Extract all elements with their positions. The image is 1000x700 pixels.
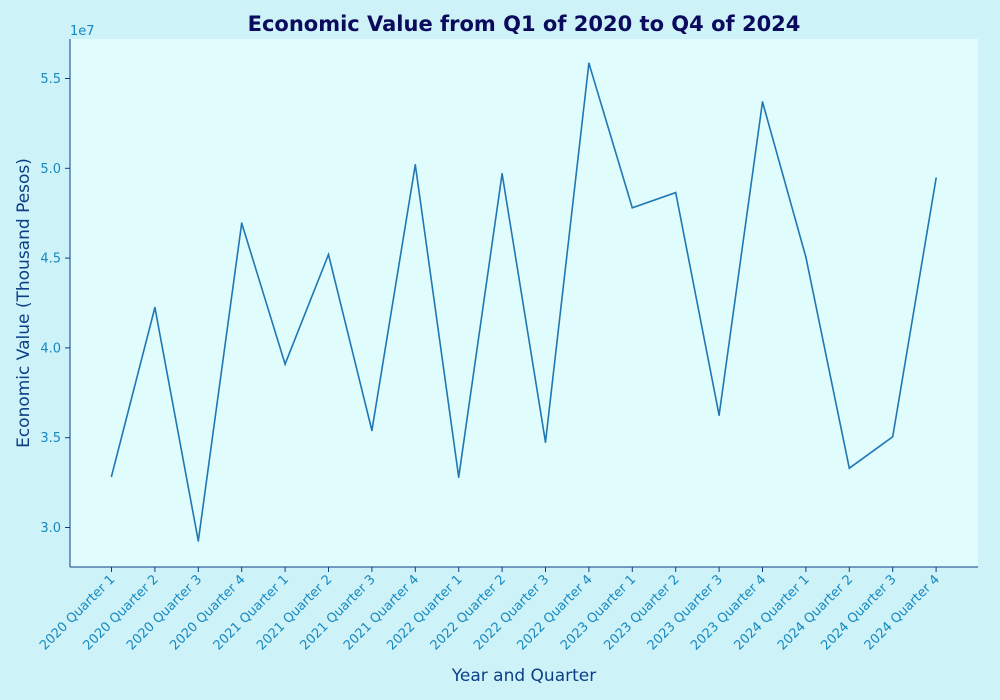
x-tick-label: 2024 Quarter 3 bbox=[818, 572, 899, 653]
data-point bbox=[935, 177, 937, 179]
y-axis-title: Economic Value (Thousand Pesos) bbox=[14, 158, 34, 448]
x-tick-label: 2022 Quarter 4 bbox=[515, 572, 596, 653]
y-tick-label: 5.0 bbox=[40, 162, 61, 177]
data-point bbox=[154, 306, 156, 309]
x-tick-label: 2020 Quarter 4 bbox=[167, 572, 248, 653]
plot-background bbox=[70, 39, 978, 567]
x-tick-label: 2021 Quarter 2 bbox=[254, 572, 335, 653]
x-tick-label: 2024 Quarter 2 bbox=[775, 572, 856, 653]
data-point bbox=[327, 253, 330, 256]
x-axis-title: Year and Quarter bbox=[451, 666, 596, 686]
y-tick-label: 3.5 bbox=[40, 431, 61, 446]
x-tick-label: 2023 Quarter 1 bbox=[558, 572, 639, 653]
series-points bbox=[110, 62, 937, 542]
chart-title: Economic Value from Q1 of 2020 to Q4 of … bbox=[248, 12, 801, 36]
data-point bbox=[848, 467, 851, 470]
x-tick-label: 2020 Quarter 1 bbox=[37, 572, 118, 653]
y-tick-label: 5.5 bbox=[40, 72, 61, 87]
x-tick-label: 2022 Quarter 3 bbox=[471, 572, 552, 653]
data-point bbox=[718, 414, 720, 417]
data-point bbox=[674, 191, 677, 194]
data-point bbox=[891, 436, 894, 438]
x-tick-label: 2021 Quarter 3 bbox=[298, 572, 379, 653]
y-tick-label: 4.5 bbox=[40, 252, 61, 267]
data-point bbox=[588, 62, 590, 64]
x-tick-label: 2024 Quarter 1 bbox=[732, 572, 813, 653]
data-point bbox=[110, 475, 113, 478]
x-tick-label: 2023 Quarter 4 bbox=[688, 572, 769, 653]
x-tick-label: 2021 Quarter 4 bbox=[341, 572, 422, 653]
data-point bbox=[457, 476, 460, 479]
data-point bbox=[240, 222, 243, 224]
x-tick-label: 2024 Quarter 4 bbox=[862, 572, 943, 653]
x-tick-label: 2023 Quarter 2 bbox=[601, 572, 682, 653]
data-point bbox=[631, 207, 634, 209]
series-line bbox=[110, 62, 937, 542]
y-tick-label: 4.0 bbox=[40, 341, 61, 356]
data-point bbox=[197, 540, 200, 542]
y-tick-label: 3.0 bbox=[40, 521, 61, 536]
data-point bbox=[284, 363, 286, 365]
data-point bbox=[761, 101, 764, 103]
y-offset-label: 1e7 bbox=[70, 24, 95, 39]
x-tick-label: 2020 Quarter 3 bbox=[124, 572, 205, 653]
x-tick-label: 2022 Quarter 2 bbox=[428, 572, 509, 653]
data-point bbox=[805, 256, 807, 259]
data-point bbox=[414, 163, 417, 166]
y-axis-ticks: 3.0 3.5 4.0 4.5 5.0 5.5 bbox=[40, 72, 70, 536]
data-point bbox=[501, 172, 503, 175]
data-point bbox=[371, 429, 373, 432]
x-tick-label: 2022 Quarter 1 bbox=[384, 572, 465, 653]
x-tick-label: 2021 Quarter 1 bbox=[211, 572, 292, 653]
data-point bbox=[544, 441, 547, 444]
x-tick-label: 2020 Quarter 2 bbox=[81, 572, 162, 653]
x-tick-label: 2023 Quarter 3 bbox=[645, 572, 726, 653]
